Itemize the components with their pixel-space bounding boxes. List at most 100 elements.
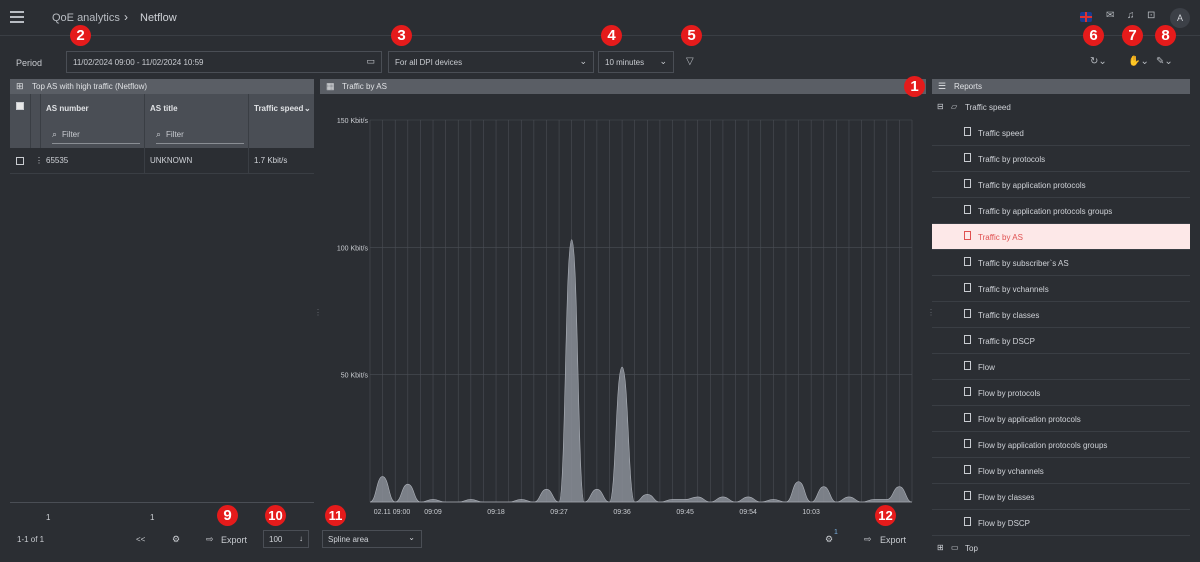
chart-settings-icon[interactable]: ⚙ <box>825 534 834 544</box>
group-top[interactable]: ⊞ ▭ Top <box>932 536 1190 554</box>
calendar-icon[interactable]: ▭ <box>366 56 375 66</box>
report-item-label: Flow <box>978 363 995 372</box>
period-value: 11/02/2024 09:00 - 11/02/2024 10:59 <box>73 58 204 67</box>
report-item[interactable]: Traffic speed <box>932 120 1190 146</box>
chart-export-button[interactable]: Export <box>880 535 907 545</box>
y-tick-label: 100 Kbit/s <box>337 245 369 252</box>
report-item-label: Traffic by AS <box>978 233 1023 242</box>
export-icon[interactable]: ⇨ <box>864 534 872 544</box>
refresh-icon[interactable]: ↻⌄ <box>1090 56 1107 67</box>
document-icon <box>964 439 971 448</box>
document-icon <box>964 153 971 162</box>
total-as-title: 1 <box>150 513 155 522</box>
x-tick-label: 09:45 <box>676 509 694 516</box>
lock-icon[interactable]: ⊡ <box>1147 10 1156 21</box>
annotation-badge-5: 5 <box>681 25 702 46</box>
report-item[interactable]: Flow by protocols <box>932 380 1190 406</box>
report-item[interactable]: Flow by application protocols <box>932 406 1190 432</box>
menu-icon[interactable] <box>10 11 24 23</box>
report-item[interactable]: Traffic by DSCP <box>932 328 1190 354</box>
report-item-label: Flow by application protocols <box>978 415 1081 424</box>
report-item[interactable]: Flow by vchannels <box>932 458 1190 484</box>
document-icon <box>964 309 971 318</box>
annotation-badge-10: 10 <box>265 505 286 526</box>
hand-icon[interactable]: ✋⌄ <box>1128 56 1149 67</box>
report-item[interactable]: Flow <box>932 354 1190 380</box>
first-page-button[interactable]: << <box>136 535 146 544</box>
col-as-number[interactable]: AS number <box>46 104 89 113</box>
report-item[interactable]: Traffic by protocols <box>932 146 1190 172</box>
sort-chevron-icon[interactable]: ⌄ <box>304 104 311 113</box>
interval-value: 10 minutes <box>605 58 645 67</box>
table-row[interactable]: ⋮ 65535 UNKNOWN 1.7 Kbit/s <box>10 148 314 174</box>
document-icon <box>964 387 971 396</box>
export-icon[interactable]: ⇨ <box>206 534 214 544</box>
report-item-label: Traffic by DSCP <box>978 337 1035 346</box>
report-item-label: Flow by application protocols groups <box>978 441 1108 450</box>
document-icon <box>964 257 971 266</box>
group-label: Traffic speed <box>965 103 1011 112</box>
x-tick-label: 02.11 09:00 <box>374 509 411 516</box>
report-item[interactable]: Flow by application protocols groups <box>932 432 1190 458</box>
period-field[interactable]: 11/02/2024 09:00 - 11/02/2024 10:59 ▭ <box>66 51 382 73</box>
report-item[interactable]: Flow by classes <box>932 484 1190 510</box>
as-number-filter[interactable]: Filter <box>52 129 140 144</box>
traffic-chart: 150 Kbit/s 100 Kbit/s 50 Kbit/s 02.11 09:00… <box>320 94 926 528</box>
document-icon <box>964 361 971 370</box>
interval-select[interactable]: 10 minutes ⌄ <box>598 51 674 73</box>
gear-icon[interactable]: ⚙ <box>172 534 181 544</box>
annotation-badge-9: 9 <box>217 505 238 526</box>
left-panel-header: ⊞ Top AS with high traffic (Netflow) <box>10 79 314 94</box>
settings-count-badge: 1 <box>834 529 838 536</box>
report-item-label: Traffic by subscriber`s AS <box>978 259 1069 268</box>
avatar[interactable]: A <box>1170 8 1190 28</box>
left-export-button[interactable]: Export <box>221 535 248 545</box>
report-item[interactable]: Flow by DSCP <box>932 510 1190 536</box>
col-as-title[interactable]: AS title <box>150 104 178 113</box>
report-item[interactable]: Traffic by classes <box>932 302 1190 328</box>
x-tick-label: 09:36 <box>613 509 631 516</box>
group-traffic-speed[interactable]: ⊟ ▱ Traffic speed <box>932 94 1190 120</box>
collapse-icon[interactable]: ⊟ <box>937 102 944 111</box>
row-menu-icon[interactable]: ⋮ <box>35 156 43 165</box>
document-icon <box>964 335 971 344</box>
chart-type-select[interactable]: Spline area ⌄ <box>322 530 422 548</box>
report-item[interactable]: Traffic by application protocols groups <box>932 198 1190 224</box>
document-icon <box>964 179 971 188</box>
report-item[interactable]: Traffic by application protocols <box>932 172 1190 198</box>
language-flag-icon[interactable] <box>1080 12 1092 22</box>
reports-panel-header: ☰ Reports <box>932 79 1190 94</box>
report-item[interactable]: Traffic by vchannels <box>932 276 1190 302</box>
filter-icon[interactable]: ▽ <box>686 56 694 67</box>
splitter-handle-icon[interactable]: ⋮ <box>927 308 935 317</box>
document-icon <box>964 413 971 422</box>
col-traffic-speed[interactable]: Traffic speed <box>254 104 304 113</box>
breadcrumb-chevron-icon: › <box>124 10 128 24</box>
chart-svg: 150 Kbit/s 100 Kbit/s 50 Kbit/s 02.11 09:00… <box>337 118 913 516</box>
report-item[interactable]: Traffic by AS <box>932 224 1190 250</box>
column-separator <box>248 94 249 148</box>
breadcrumb-qoe-analytics[interactable]: QoE analytics <box>52 12 120 24</box>
bell-icon[interactable]: ♫ <box>1127 10 1135 21</box>
devices-value: For all DPI devices <box>395 58 463 67</box>
folder-open-icon: ▱ <box>951 102 958 111</box>
arrow-down-icon: ↓ <box>299 534 303 543</box>
annotation-badge-8: 8 <box>1155 25 1176 46</box>
devices-select[interactable]: For all DPI devices ⌄ <box>388 51 594 73</box>
select-all-checkbox[interactable] <box>16 102 24 110</box>
as-title-filter[interactable]: Filter <box>156 129 244 144</box>
period-label: Period <box>16 58 43 68</box>
brush-icon[interactable]: ✎⌄ <box>1156 56 1173 67</box>
report-item[interactable]: Traffic by subscriber`s AS <box>932 250 1190 276</box>
report-item-label: Traffic speed <box>978 129 1024 138</box>
mail-icon[interactable]: ✉ <box>1106 10 1115 21</box>
document-icon <box>964 127 971 136</box>
document-icon <box>964 517 971 526</box>
row-checkbox[interactable] <box>16 157 24 165</box>
splitter-handle-icon[interactable]: ⋮ <box>314 308 322 317</box>
expand-icon[interactable]: ⊞ <box>937 543 944 552</box>
document-icon <box>964 283 971 292</box>
page-size-select[interactable]: 100 ↓ <box>263 530 309 548</box>
x-tick-label: 10:03 <box>802 509 820 516</box>
annotation-badge-6: 6 <box>1083 25 1104 46</box>
